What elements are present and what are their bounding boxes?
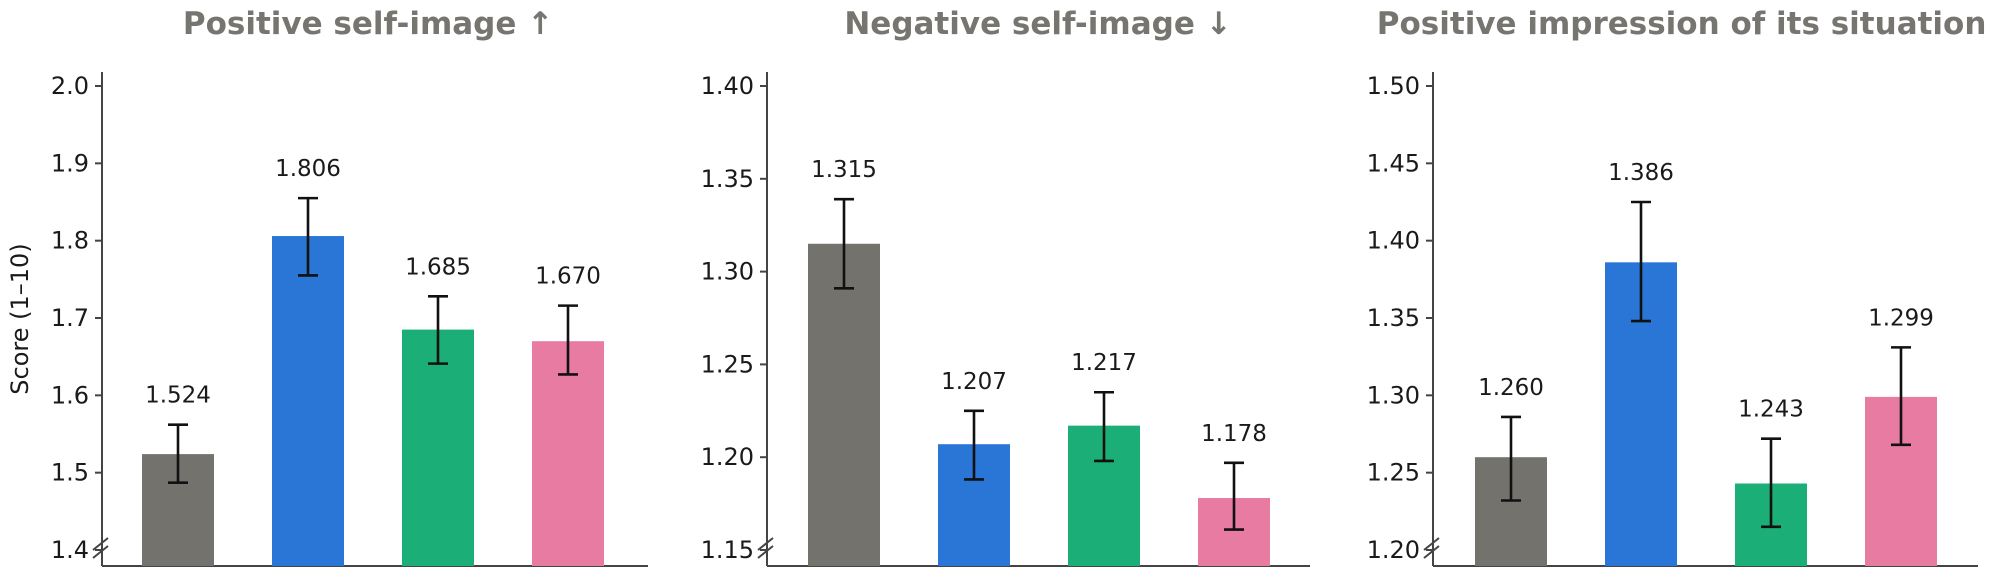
bar-value-label: 1.299 [1868, 305, 1934, 331]
y-tick-label: 1.40 [1367, 227, 1420, 255]
y-tick-label: 1.20 [701, 443, 754, 471]
y-tick-label: 1.4 [51, 536, 89, 564]
y-tick-label: 1.25 [1367, 459, 1420, 487]
y-tick-label: 1.9 [51, 149, 89, 177]
y-tick-label: 1.8 [51, 227, 89, 255]
axis-break-mark [92, 537, 109, 551]
y-tick-label: 1.5 [51, 459, 89, 487]
panel-title: Negative self-image ↓ [844, 6, 1231, 42]
bar-value-label: 1.178 [1201, 421, 1267, 447]
bar-value-label: 1.806 [275, 156, 341, 182]
y-axis-title: Score (1–10) [6, 243, 34, 394]
y-tick-label: 1.6 [51, 381, 89, 409]
y-tick-label: 1.30 [701, 258, 754, 286]
bar-value-label: 1.260 [1478, 375, 1544, 401]
y-tick-label: 1.15 [701, 536, 754, 564]
axis-break-mark [1423, 537, 1440, 551]
bar-value-label: 1.207 [941, 369, 1007, 395]
chart-panel-3: Positive impression of its situation ↑ 1.… [1367, 6, 2000, 567]
y-tick-label: 1.35 [701, 165, 754, 193]
bar-value-label: 1.217 [1071, 350, 1137, 376]
bar-value-label: 1.670 [535, 264, 601, 290]
y-tick-label: 1.50 [1367, 72, 1420, 100]
chart-panel-2: Negative self-image ↓ 1.15 1.20 1.25 1.30 1.3… [701, 6, 1310, 567]
axis-break-mark [1423, 545, 1440, 559]
axis-break-mark [757, 545, 774, 559]
bar-2 [272, 236, 344, 566]
bar-value-label: 1.524 [145, 383, 211, 409]
y-tick-label: 1.40 [701, 72, 754, 100]
y-tick-label: 1.25 [701, 350, 754, 378]
bar-value-label: 1.685 [405, 254, 471, 280]
axis-break-mark [92, 545, 109, 559]
y-tick-label: 1.45 [1367, 149, 1420, 177]
bar-value-label: 1.243 [1738, 397, 1804, 423]
panel-title: Positive impression of its situation ↑ [1377, 6, 2000, 42]
panel-title: Positive self-image ↑ [183, 6, 553, 42]
y-tick-label: 1.20 [1367, 536, 1420, 564]
bar-3 [402, 329, 474, 566]
axis-break-mark [757, 537, 774, 551]
bar-4 [532, 341, 604, 566]
y-tick-label: 2.0 [51, 72, 89, 100]
y-tick-label: 1.35 [1367, 304, 1420, 332]
bar-value-label: 1.386 [1608, 160, 1674, 186]
y-tick-label: 1.30 [1367, 381, 1420, 409]
bar-value-label: 1.315 [811, 157, 877, 183]
bar-1 [808, 243, 880, 566]
y-tick-label: 1.7 [51, 304, 89, 332]
chart-panel-1: Positive self-image ↑ 1.4 1.5 1.6 1.7 1.8 1.9 2… [6, 6, 648, 567]
